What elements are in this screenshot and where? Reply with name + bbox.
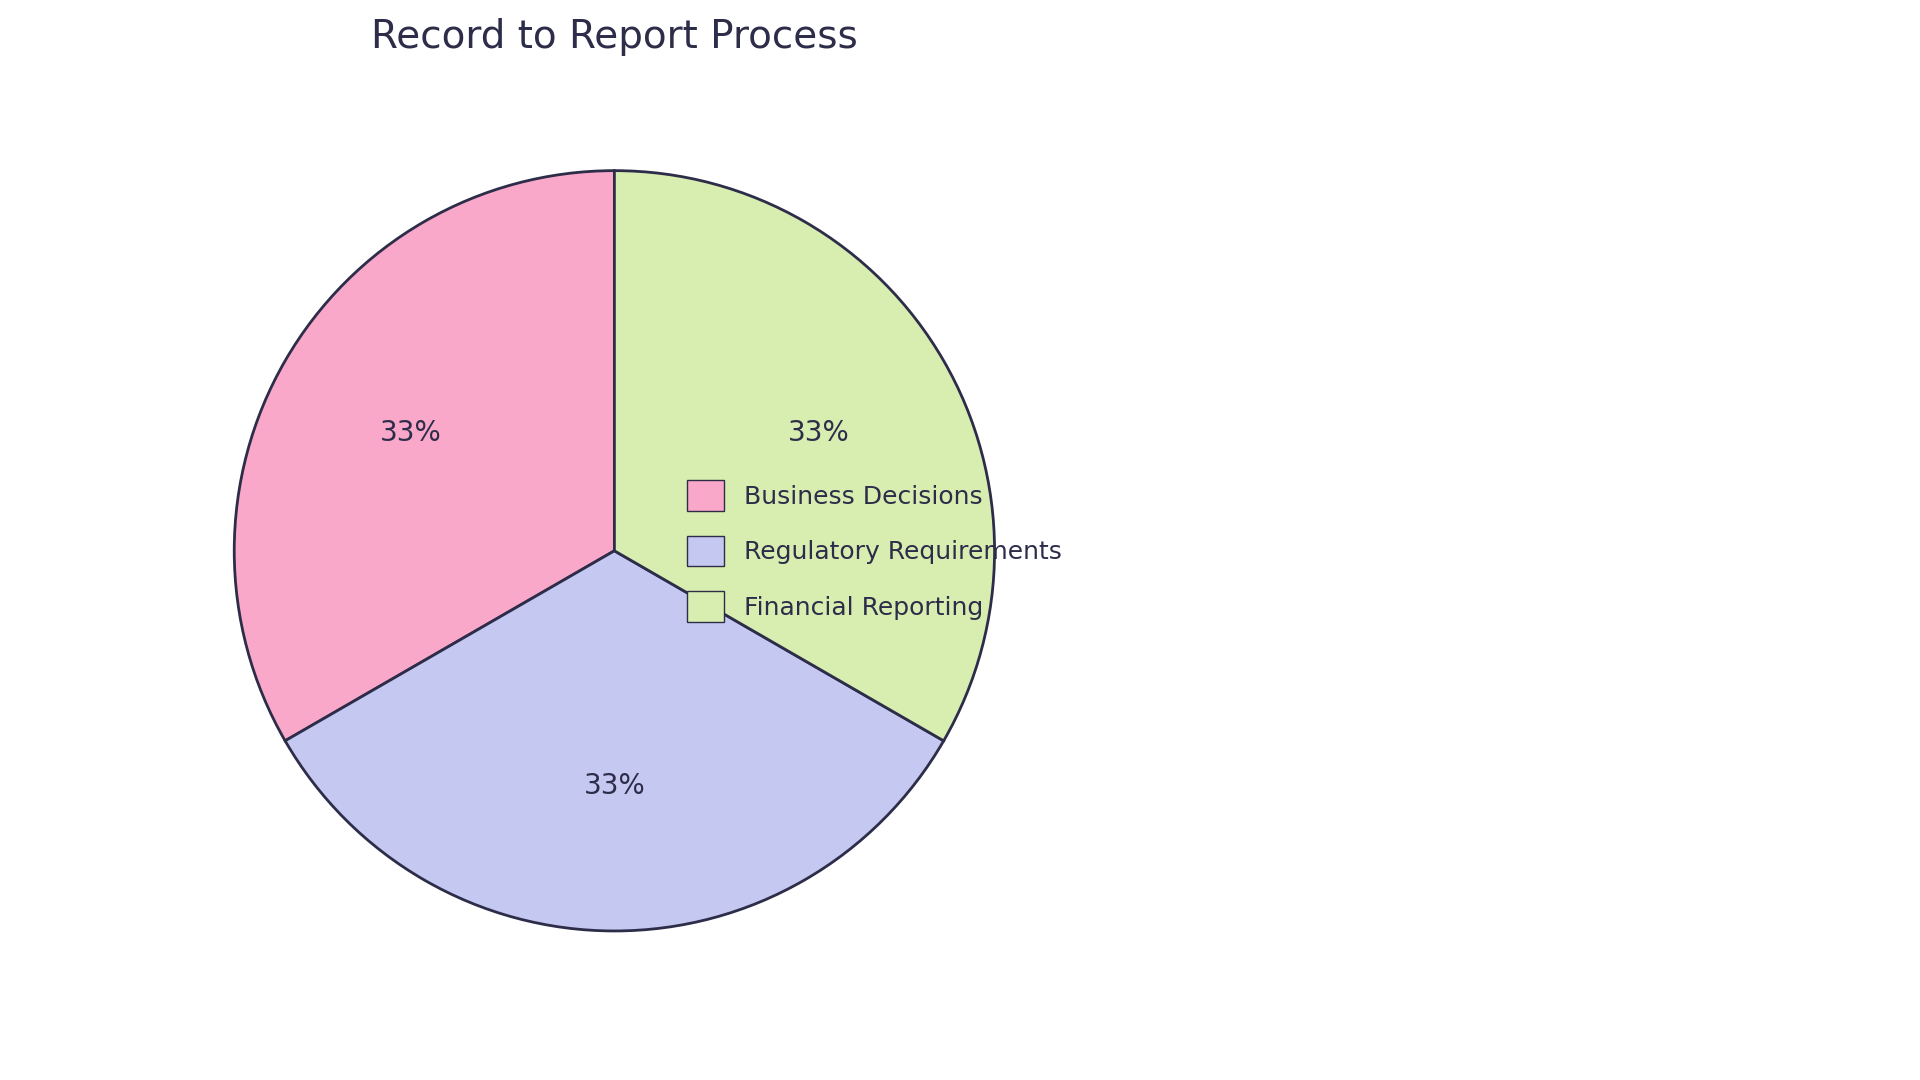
Title: Record to Report Process: Record to Report Process [371,18,858,56]
Wedge shape [286,551,943,931]
Text: 33%: 33% [584,772,645,800]
Wedge shape [234,171,614,741]
Wedge shape [614,171,995,741]
Legend: Business Decisions, Regulatory Requirements, Financial Reporting: Business Decisions, Regulatory Requireme… [674,468,1075,634]
Text: 33%: 33% [380,419,442,447]
Text: 33%: 33% [787,419,849,447]
